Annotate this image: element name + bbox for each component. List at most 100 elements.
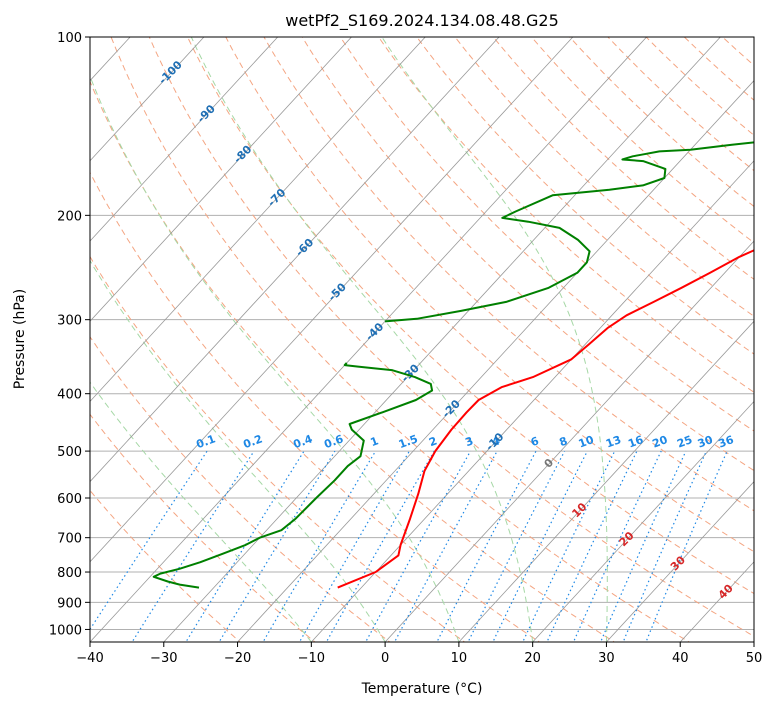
isotherm-line: [532, 400, 754, 642]
mixing-ratio-label: 4: [490, 434, 502, 449]
mixing-ratio-label: 10: [577, 433, 596, 451]
isopleth-labels: 0.1 0.2 0.4 0.6 1 1.5 2 3 4 6 8 10 13 16 20 25 30 36-100-…: [156, 58, 736, 602]
isotherm-line: [90, 37, 426, 403]
mixing-ratio-line: [645, 450, 728, 642]
dry-adiabat: [90, 80, 616, 642]
mixing-ratio-label: 0.1: [194, 432, 217, 451]
isotherm-line: [311, 160, 754, 642]
y-tick-label: 100: [57, 31, 82, 46]
isotherm-line: [163, 37, 721, 642]
isotherm-line: [90, 37, 352, 322]
isotherm-line: [237, 80, 754, 642]
mixing-ratio-line: [436, 450, 537, 642]
y-tick-label: 300: [57, 314, 82, 329]
y-tick-label: 700: [57, 532, 82, 547]
dry-adiabat: [492, 37, 754, 280]
mixing-ratio-line: [467, 450, 566, 642]
isotherm-line: [384, 240, 754, 642]
y-axis: 100 200 300 400 500 600 700 800 900 1000: [49, 31, 90, 638]
x-tick-label: 10: [451, 651, 468, 666]
mixing-ratio-label: 16: [626, 433, 645, 451]
mixing-ratio-label: 36: [717, 433, 736, 451]
dry-adiabat: [746, 24, 775, 645]
x-tick-label: 20: [524, 651, 541, 666]
x-tick-label: −40: [76, 651, 103, 666]
profile-series: [152, 141, 754, 589]
isotherm-line: [0, 37, 56, 642]
y-axis-label: Pressure (hPa): [12, 289, 28, 389]
mixing-ratio-label: 0.2: [241, 432, 264, 451]
profile-line: [337, 249, 754, 589]
dry-adiabat: [186, 37, 754, 595]
mixing-ratio-label: 30: [696, 433, 715, 451]
y-tick-label: 200: [57, 209, 82, 224]
chart-title: wetPf2_S169.2024.134.08.48.G25: [285, 11, 559, 31]
plot-frame: [89, 36, 755, 643]
isotherm-line: [679, 561, 754, 642]
dry-adiabat: [90, 489, 241, 642]
isotherm-line: [753, 641, 754, 642]
mixing-ratio-line: [298, 450, 410, 642]
mixing-ratio-line: [622, 450, 707, 642]
dry-adiabat: [416, 37, 754, 355]
dry-adiabat: [225, 37, 754, 553]
mixing-ratio-line: [365, 450, 472, 642]
isotherm-line: [90, 37, 205, 162]
background-lines: [0, 24, 775, 645]
mixing-ratio-label: 1.5: [397, 432, 420, 451]
x-tick-label: 0: [381, 651, 389, 666]
moist-adiabat: [90, 381, 312, 642]
dry-adiabat: [377, 37, 754, 393]
x-axis-label: Temperature (°C): [361, 681, 483, 697]
x-tick-label: 30: [598, 651, 615, 666]
x-axis: −40 −30 −20 −10 0 10 20 30 40 50: [76, 642, 762, 666]
mixing-ratio-line: [131, 450, 255, 642]
mixing-ratio-label: 25: [675, 433, 694, 450]
mixing-ratio-label: 8: [558, 434, 570, 449]
y-tick-label: 400: [57, 388, 82, 403]
dry-adiabat: [90, 171, 541, 642]
profile-line: [384, 141, 754, 323]
mixing-ratio-line: [522, 450, 616, 642]
dry-adiabat: [148, 37, 754, 637]
isotherm-line: [458, 320, 754, 642]
mixing-ratio-label: 0.4: [291, 432, 314, 451]
mixing-ratio-line: [325, 450, 435, 642]
moist-adiabat: [190, 37, 534, 642]
mixing-ratio-label: 20: [651, 433, 670, 451]
y-tick-label: 500: [57, 445, 82, 460]
dry-adiabat: [90, 255, 466, 642]
mixing-ratio-label: 6: [529, 434, 541, 449]
x-tick-label: −20: [224, 651, 251, 666]
mixing-ratio-line: [262, 450, 377, 642]
x-tick-label: 50: [746, 651, 763, 666]
dry-adiabat: [263, 37, 754, 512]
moist-adiabat: [90, 259, 386, 642]
mixing-ratio-label: 1: [369, 434, 381, 449]
mixing-ratio-line: [90, 450, 208, 631]
isotherm-line: [90, 37, 574, 563]
mixing-ratio-label: 13: [604, 433, 623, 450]
isotherm-line: [90, 37, 500, 483]
x-tick-label: 40: [672, 651, 689, 666]
mixing-ratio-line: [546, 450, 638, 642]
isotherm-line: [90, 37, 279, 242]
moist-adiabat: [90, 74, 460, 642]
profile-line: [152, 362, 434, 589]
x-tick-label: −10: [298, 651, 325, 666]
dry-adiabat: [301, 37, 754, 472]
isotherm-line: [90, 37, 647, 642]
dry-adiabat: [90, 413, 316, 642]
isotherm-line: [606, 481, 754, 642]
y-tick-label: 900: [57, 596, 82, 611]
mixing-ratio-line: [218, 450, 336, 642]
y-tick-label: 800: [57, 566, 82, 581]
mixing-ratio-line: [185, 450, 305, 642]
moist-adiabat: [381, 37, 608, 642]
mixing-ratio-label: 2: [427, 434, 439, 449]
mixing-ratio-label: 0.6: [322, 432, 345, 451]
dry-adiabat: [110, 37, 691, 642]
mixing-ratio-label: 3: [463, 434, 475, 449]
y-tick-label: 1000: [49, 623, 82, 638]
